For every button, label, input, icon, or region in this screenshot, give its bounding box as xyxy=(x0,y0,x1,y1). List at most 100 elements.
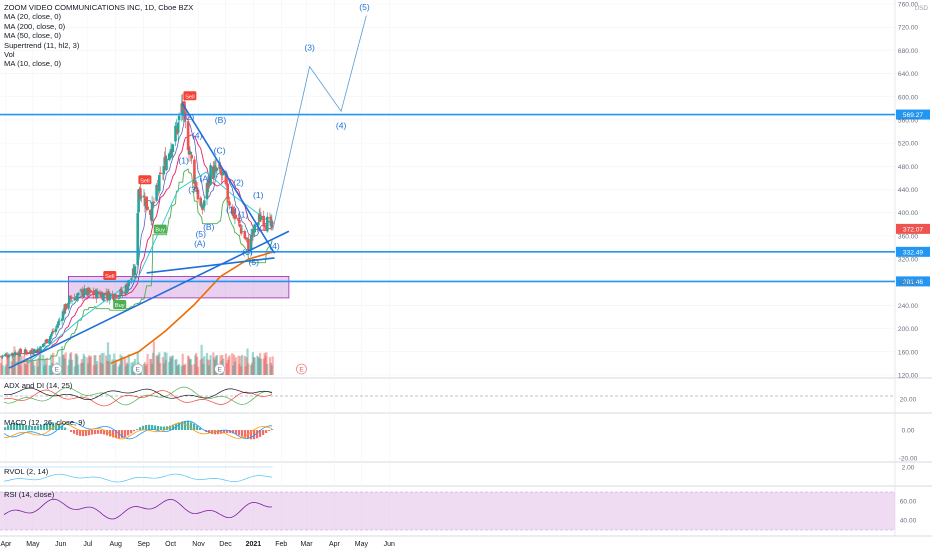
volume-bar xyxy=(96,361,98,375)
chart-title: ZOOM VIDEO COMMUNICATIONS INC, 1D, Cboe … xyxy=(4,3,193,12)
volume-bar xyxy=(247,363,249,375)
candle-body xyxy=(153,202,156,203)
month-tick-label: Oct xyxy=(165,541,176,548)
legend-ma10[interactable]: MA (10, close, 0) xyxy=(4,59,193,68)
candle-body xyxy=(64,304,67,310)
rsi-tick-label: 60.00 xyxy=(900,499,917,506)
volume-bar xyxy=(266,364,268,375)
adx-tick-label: 20.00 xyxy=(900,397,917,404)
candle-body xyxy=(130,278,133,280)
candle-body xyxy=(109,294,112,301)
wave-label: (B) xyxy=(203,222,215,232)
macd-histogram-bar xyxy=(91,430,93,435)
legend-ma20[interactable]: MA (20, close, 0) xyxy=(4,12,193,21)
month-tick-label: Apr xyxy=(329,541,341,548)
volume-bar xyxy=(90,356,92,375)
signal-sell-label: Sell xyxy=(105,274,114,280)
candle-body xyxy=(190,155,193,159)
rsi-band xyxy=(0,492,895,530)
candle-body xyxy=(178,116,181,120)
macd-histogram-bar xyxy=(160,426,162,430)
volume-bar xyxy=(184,364,186,375)
volume-bar xyxy=(21,356,23,375)
wave-label: (3) xyxy=(188,184,199,194)
candle-body xyxy=(136,213,139,265)
macd-histogram-bar xyxy=(193,424,195,430)
candle-body xyxy=(235,215,238,219)
rvol-pane-label[interactable]: RVOL (2, 14) xyxy=(4,467,48,476)
macd-histogram-bar xyxy=(268,430,270,431)
candle-body xyxy=(96,291,99,299)
month-tick-label: Mar xyxy=(300,541,313,548)
candle-body xyxy=(134,266,137,275)
macd-histogram-bar xyxy=(127,430,129,435)
candle-body xyxy=(121,292,124,294)
candle-body xyxy=(83,288,86,294)
macd-histogram-bar xyxy=(148,425,150,430)
wave-label: (A) xyxy=(199,173,211,183)
volume-bar xyxy=(210,355,212,375)
price-tick-label: 440.00 xyxy=(898,187,919,194)
candle-body xyxy=(27,353,30,354)
month-tick-label: 2021 xyxy=(246,541,262,548)
candle-body xyxy=(46,339,49,343)
price-tick-label: 320.00 xyxy=(898,257,919,264)
signal-buy-label: Buy xyxy=(115,303,125,309)
wave-label: (B) xyxy=(215,115,227,125)
wave-label: (1) xyxy=(226,205,237,215)
price-tick-label: 200.00 xyxy=(898,326,919,333)
wave-label: (4) xyxy=(192,130,203,140)
volume-bar xyxy=(46,358,48,375)
candle-body xyxy=(158,175,161,191)
month-tick-label: May xyxy=(26,541,40,548)
legend-ma200[interactable]: MA (200, close, 0) xyxy=(4,22,193,31)
wave-label: (2) xyxy=(233,177,244,187)
rsi-pane-label[interactable]: RSI (14, close) xyxy=(4,490,54,499)
adx-pane-label[interactable]: ADX and DI (14, 25) xyxy=(4,381,72,390)
candle-body xyxy=(146,207,149,210)
signal-sell-label: Sell xyxy=(185,94,194,100)
candle-body xyxy=(70,297,73,300)
price-tick-label: 520.00 xyxy=(898,141,919,148)
legend-supertrend[interactable]: Supertrend (11, hl2, 3) xyxy=(4,41,193,50)
candle-body xyxy=(115,295,118,298)
price-tick-label: 560.00 xyxy=(898,117,919,124)
macd-histogram-bar xyxy=(157,426,159,430)
price-tick-label: 240.00 xyxy=(898,303,919,310)
wave-label: (5) xyxy=(359,2,370,12)
macd-histogram-bar xyxy=(142,426,144,430)
candle-body xyxy=(203,200,206,206)
candle-body xyxy=(253,224,256,232)
rvol-tick-label: 2.00 xyxy=(902,465,915,472)
legend-vol[interactable]: Vol xyxy=(4,50,193,59)
month-tick-label: Jul xyxy=(83,541,92,548)
macd-histogram-bar xyxy=(130,430,132,433)
candle-body xyxy=(20,353,23,354)
candle-body xyxy=(140,197,143,198)
candle-body xyxy=(165,159,168,170)
volume-bar xyxy=(197,367,199,375)
volume-bar xyxy=(203,356,205,375)
macd-histogram-bar xyxy=(79,430,81,436)
price-tick-label: 120.00 xyxy=(898,373,919,380)
macd-histogram-bar xyxy=(94,430,96,434)
candle-body xyxy=(58,321,61,322)
macd-histogram-bar xyxy=(97,430,99,434)
wave-label: (5) xyxy=(249,257,260,267)
volume-bar xyxy=(159,363,161,375)
volume-bar xyxy=(172,355,174,375)
candle-body xyxy=(52,331,55,332)
volume-bar xyxy=(84,356,86,375)
volume-bar xyxy=(128,354,130,375)
volume-bar xyxy=(39,353,41,375)
volume-bar xyxy=(260,359,262,375)
macd-histogram-bar xyxy=(124,430,126,437)
macd-histogram-bar xyxy=(238,430,240,435)
candle-body xyxy=(90,290,93,292)
macd-histogram-bar xyxy=(73,430,75,434)
legend-ma50[interactable]: MA (50, close, 0) xyxy=(4,31,193,40)
macd-pane-label[interactable]: MACD (12, 26, close, 9) xyxy=(4,418,85,427)
